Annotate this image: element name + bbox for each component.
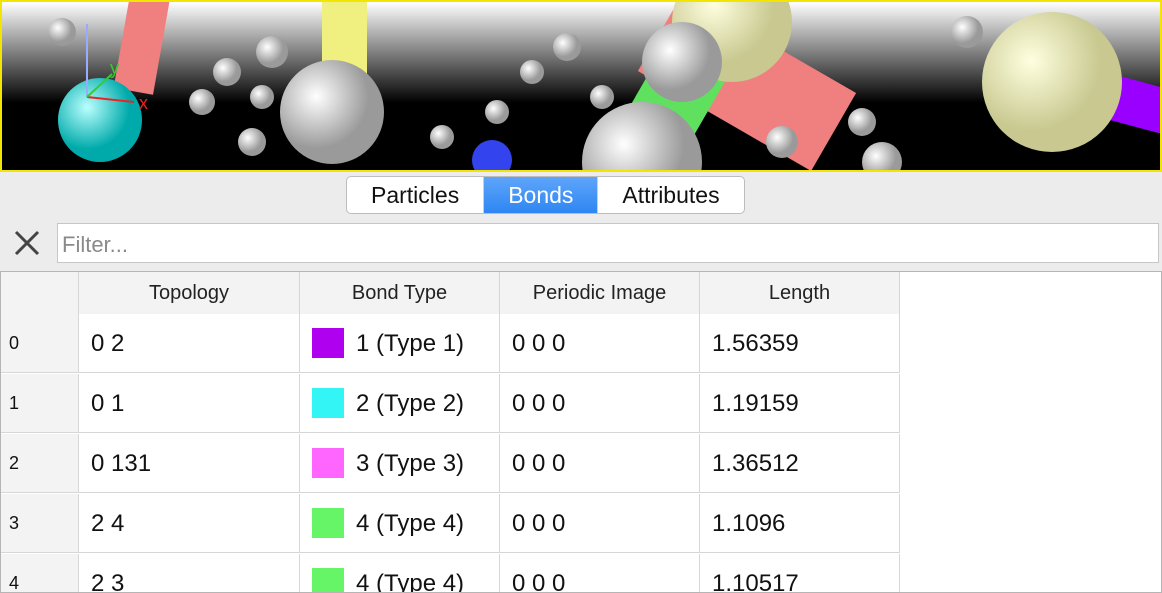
cell-text: 0 0 0 — [512, 510, 566, 537]
filter-placeholder: Filter... — [62, 232, 129, 257]
table-cell[interactable]: 1.19159 — [700, 374, 900, 433]
row-index[interactable]: 1 — [1, 374, 79, 433]
row-index[interactable]: 3 — [1, 494, 79, 553]
row-index[interactable]: 4 — [1, 554, 79, 592]
color-swatch — [312, 567, 344, 592]
table-cell[interactable]: 4 (Type 4) — [300, 554, 500, 593]
axis-label: x — [139, 93, 148, 113]
cell-text: 1.1096 — [712, 510, 786, 537]
viewport[interactable]: x y — [0, 0, 1162, 172]
color-swatch — [312, 447, 344, 478]
viewport-render: x y — [2, 2, 1160, 170]
cell-text: 0 0 0 — [512, 570, 566, 593]
cell-text: 1.56359 — [712, 330, 799, 357]
cell-text: 4 (Type 4) — [356, 510, 465, 537]
tab-bar: Particles Bonds Attributes — [346, 176, 745, 214]
cell-text: 0 1 — [91, 390, 125, 417]
cell-text: 0 2 — [91, 330, 125, 357]
table-cell[interactable]: 0 0 0 — [500, 554, 700, 593]
table-cell[interactable]: 1.10517 — [700, 554, 900, 593]
table-cell[interactable]: 3 (Type 3) — [300, 434, 500, 493]
column-header: Topology — [79, 272, 300, 314]
table-cell[interactable]: 2 (Type 2) — [300, 374, 500, 433]
table-cell[interactable]: 0 0 0 — [500, 374, 700, 433]
row-index[interactable]: 0 — [1, 314, 79, 373]
cell-text: 0 131 — [91, 450, 152, 477]
table-cell[interactable]: 1.36512 — [700, 434, 900, 493]
bonds-table: Topology Bond Type Periodic Image Length 0 0 … — [0, 271, 1162, 593]
table-cell[interactable]: 0 2 — [79, 314, 300, 373]
cell-text: 0 0 0 — [512, 450, 566, 477]
table-cell[interactable]: 2 3 — [79, 554, 300, 593]
column-header: Bond Type — [300, 272, 500, 314]
cell-text: 0 0 0 — [512, 390, 566, 417]
corner-header — [1, 272, 79, 314]
table-cell[interactable]: 0 1 — [79, 374, 300, 433]
table-cell[interactable]: 0 0 0 — [500, 314, 700, 373]
table-cell[interactable]: 0 131 — [79, 434, 300, 493]
cell-text: 2 (Type 2) — [356, 390, 465, 417]
column-header: Periodic Image — [500, 272, 700, 314]
color-swatch — [312, 387, 344, 418]
cell-text: 1.19159 — [712, 390, 799, 417]
column-header: Length — [700, 272, 900, 314]
table-cell[interactable]: 0 0 0 — [500, 434, 700, 493]
table-cell[interactable]: 1.56359 — [700, 314, 900, 373]
cell-text: 2 3 — [91, 570, 125, 593]
cell-text: 0 0 0 — [512, 330, 566, 357]
table-cell[interactable]: 4 (Type 4) — [300, 494, 500, 553]
color-swatch — [312, 327, 344, 358]
table-cell[interactable]: 1.1096 — [700, 494, 900, 553]
axis-label: y — [110, 58, 119, 78]
cell-text: 1.36512 — [712, 450, 799, 477]
cell-text: 1 (Type 1) — [356, 330, 465, 357]
tab[interactable]: Bonds — [483, 177, 598, 213]
filter-input[interactable]: Filter... — [57, 223, 1159, 263]
cell-text: 4 (Type 4) — [356, 570, 465, 593]
cell-text: 2 4 — [91, 510, 125, 537]
tab[interactable]: Particles — [371, 182, 460, 208]
row-index[interactable]: 2 — [1, 434, 79, 493]
tab[interactable]: Attributes — [597, 177, 743, 213]
table-cell[interactable]: 0 0 0 — [500, 494, 700, 553]
color-swatch — [312, 507, 344, 538]
table-cell[interactable]: 1 (Type 1) — [300, 314, 500, 373]
cell-text: 3 (Type 3) — [356, 450, 465, 477]
cell-text: 1.10517 — [712, 570, 799, 593]
clear-filter-button[interactable] — [12, 228, 42, 258]
table-cell[interactable]: 2 4 — [79, 494, 300, 553]
